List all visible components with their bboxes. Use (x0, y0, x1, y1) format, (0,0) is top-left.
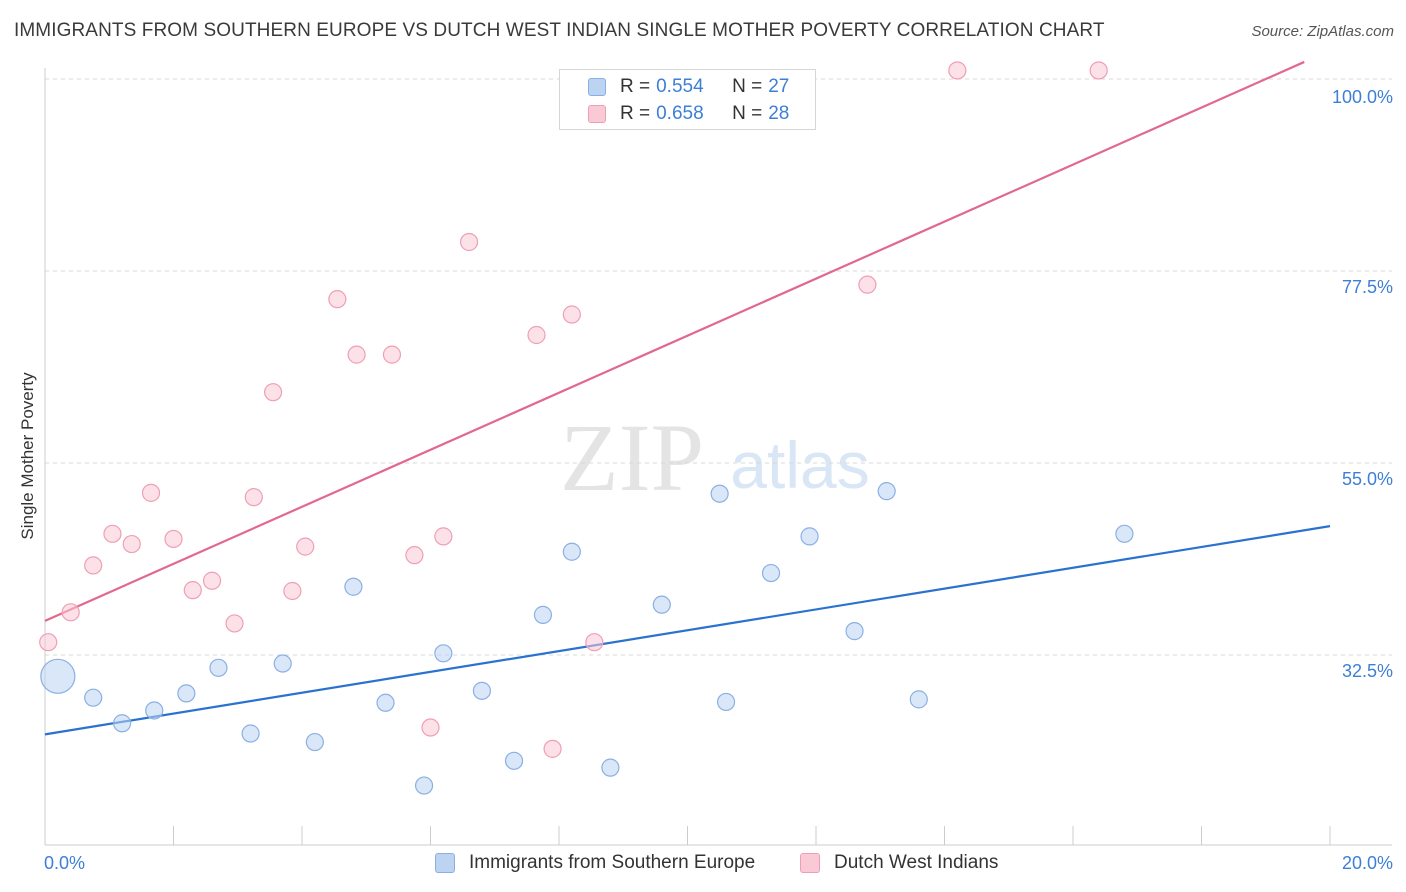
correlation-legend: R = 0.554 N = 27 R = 0.658 N = 28 (559, 69, 816, 130)
source-credit: Source: ZipAtlas.com (1251, 23, 1394, 40)
point-southern-europe (800, 527, 819, 546)
point-southern-europe (716, 692, 736, 712)
y-tick-label: 77.5% (1342, 277, 1393, 297)
point-dutch-west-indians (405, 546, 424, 565)
y-axis-label: Single Mother Poverty (18, 372, 37, 540)
legend-row-blue: R = 0.554 N = 27 (588, 75, 789, 99)
point-dutch-west-indians (948, 61, 967, 80)
point-dutch-west-indians (459, 232, 479, 252)
watermark: ZIP atlas (560, 404, 870, 511)
point-dutch-west-indians (421, 718, 440, 737)
chart-title: IMMIGRANTS FROM SOUTHERN EUROPE VS DUTCH… (14, 20, 1105, 41)
point-dutch-west-indians (225, 614, 244, 633)
x-tick-label: 20.0% (1342, 853, 1393, 873)
trendlines (44, 60, 1331, 736)
point-southern-europe (652, 595, 671, 614)
point-southern-europe (909, 690, 928, 709)
point-southern-europe (112, 714, 132, 733)
point-southern-europe (376, 693, 395, 712)
gridlines (45, 78, 1392, 656)
legend-item-southern-europe: Immigrants from Southern Europe (435, 852, 755, 874)
point-dutch-west-indians (434, 527, 453, 546)
point-southern-europe (877, 482, 896, 501)
y-tick-label: 100.0% (1332, 87, 1393, 107)
point-southern-europe (305, 732, 324, 752)
point-dutch-west-indians (84, 556, 103, 575)
legend-n-label: N = (732, 103, 763, 124)
point-dutch-west-indians (585, 633, 604, 652)
point-dutch-west-indians (122, 534, 141, 554)
point-southern-europe (472, 681, 491, 700)
point-dutch-west-indians (527, 325, 546, 345)
legend-swatch-pink (588, 105, 606, 123)
point-southern-europe (1115, 524, 1134, 543)
point-southern-europe (761, 563, 781, 583)
point-dutch-west-indians (562, 305, 581, 324)
legend-n-value: 27 (768, 76, 790, 97)
point-dutch-west-indians (382, 345, 402, 364)
point-dutch-west-indians (858, 275, 877, 294)
legend-label-southern-europe: Immigrants from Southern Europe (469, 852, 756, 873)
axes (44, 68, 1392, 846)
legend-r-label: R = (620, 103, 651, 124)
point-dutch-west-indians (103, 524, 122, 543)
point-southern-europe (533, 605, 553, 624)
point-dutch-west-indians (61, 603, 80, 622)
data-points (39, 61, 1134, 795)
series-legend: Immigrants from Southern Europe Dutch We… (0, 852, 1406, 876)
point-southern-europe (241, 724, 260, 743)
point-southern-europe (710, 484, 729, 503)
tick-labels: 32.5% 55.0% 77.5% 100.0% 0.0% 20.0% (44, 87, 1393, 873)
point-southern-europe (562, 542, 581, 561)
point-southern-europe (177, 684, 196, 703)
trendline-dutch-west-indians (44, 60, 1305, 622)
point-dutch-west-indians (141, 483, 161, 502)
legend-item-dutch-west-indians: Dutch West Indians (800, 852, 998, 874)
point-dutch-west-indians (202, 571, 222, 590)
point-southern-europe (414, 776, 434, 795)
y-tick-label: 32.5% (1342, 661, 1393, 681)
legend-r-value: 0.658 (656, 103, 704, 124)
point-dutch-west-indians (263, 383, 283, 402)
watermark-atlas: atlas (730, 428, 869, 502)
legend-label-dutch-west-indians: Dutch West Indians (834, 852, 999, 873)
x-tick-label: 0.0% (44, 853, 85, 873)
point-southern-europe (209, 658, 228, 677)
point-dutch-west-indians (328, 290, 347, 309)
legend-swatch-pink (800, 853, 820, 873)
point-dutch-west-indians (283, 581, 302, 601)
point-dutch-west-indians (543, 739, 562, 758)
point-dutch-west-indians (244, 488, 263, 507)
trendline-southern-europe (44, 525, 1331, 736)
point-southern-europe (40, 658, 76, 694)
point-dutch-west-indians (39, 633, 58, 652)
point-dutch-west-indians (296, 537, 315, 556)
y-tick-label: 55.0% (1342, 469, 1393, 489)
point-southern-europe (601, 758, 620, 777)
watermark-zip: ZIP (560, 404, 704, 511)
point-southern-europe (845, 622, 864, 641)
legend-n-value: 28 (768, 103, 790, 124)
legend-swatch-blue (588, 78, 606, 96)
point-southern-europe (84, 688, 103, 707)
legend-row-pink: R = 0.658 N = 28 (588, 102, 789, 126)
legend-r-label: R = (620, 76, 651, 97)
point-southern-europe (504, 751, 524, 770)
point-dutch-west-indians (1089, 61, 1108, 80)
legend-swatch-blue (435, 853, 455, 873)
point-dutch-west-indians (164, 529, 183, 549)
point-southern-europe (273, 654, 292, 673)
legend-n-label: N = (732, 76, 763, 97)
point-dutch-west-indians (183, 581, 202, 600)
point-dutch-west-indians (347, 345, 366, 364)
point-southern-europe (145, 701, 164, 720)
point-southern-europe (434, 644, 453, 663)
legend-r-value: 0.554 (656, 76, 704, 97)
point-southern-europe (344, 577, 363, 596)
